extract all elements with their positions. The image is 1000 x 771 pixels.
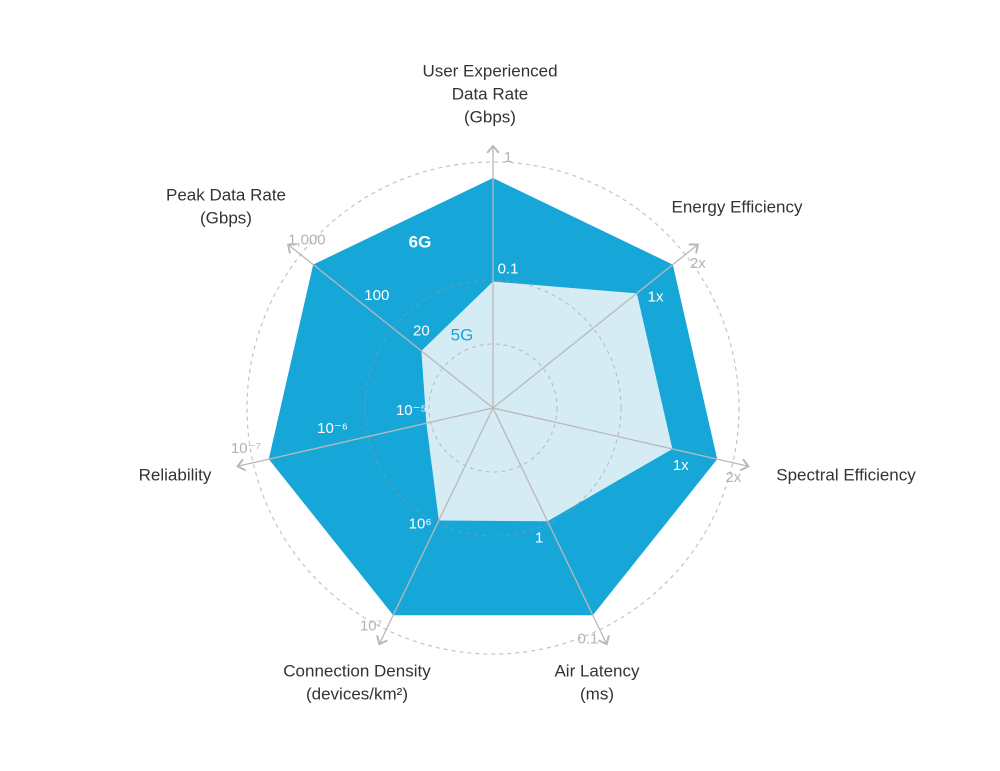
axis-title: Peak Data Rate [166,185,286,204]
axis-title: Reliability [139,465,212,484]
axis-arrow [376,635,388,646]
tick-label: 100 [364,287,389,304]
tick-label: 10⁻⁶ [317,420,348,437]
tick-label: 10⁻⁵ [396,402,427,419]
axis-title: Spectral Efficiency [776,465,916,484]
series-label: 6G [409,232,432,251]
axis-line [237,407,494,467]
tick-label: 10⁻⁷ [231,440,261,457]
tick-label: 1 [504,149,512,166]
axis-arrow [739,458,750,472]
axis-title: Connection Density [283,661,431,680]
tick-label: 2x [725,469,741,486]
axis-title: (devices/km²) [306,684,408,703]
tick-label: 0.1 [578,631,599,648]
tick-label: 10⁷ [360,618,382,635]
axis-title: (ms) [580,684,614,703]
axis-line [492,407,608,645]
axis-title: (Gbps) [200,208,252,227]
axis-arrow [486,144,500,154]
tick-label: 1 [535,529,543,546]
axis-arrow [688,243,700,254]
series-label: 5G [451,325,474,344]
axis-title: (Gbps) [464,107,516,126]
tick-label: 0.1 [498,260,519,277]
rings [246,161,740,655]
tick-label: 1x [648,288,664,305]
tick-label: 10⁶ [409,516,432,533]
tick-label: 20 [413,323,430,340]
axis-line [287,244,494,409]
axis-line [378,407,494,645]
radar-area [421,281,673,522]
tick-label: 2x [690,255,706,272]
axis-title: Energy Efficiency [671,197,803,216]
axis-title: Air Latency [554,661,640,680]
axis-arrow [286,243,298,254]
ring [428,343,558,473]
axis-title: User Experienced [422,61,557,80]
tick-label: 1,000 [288,231,326,248]
axis-line [492,407,749,467]
axis-title: Data Rate [452,84,529,103]
axis-arrow [598,635,610,646]
axis-arrow [236,458,247,472]
axis-line [492,244,699,409]
tick-label: 1x [673,457,689,474]
ring [246,161,740,655]
